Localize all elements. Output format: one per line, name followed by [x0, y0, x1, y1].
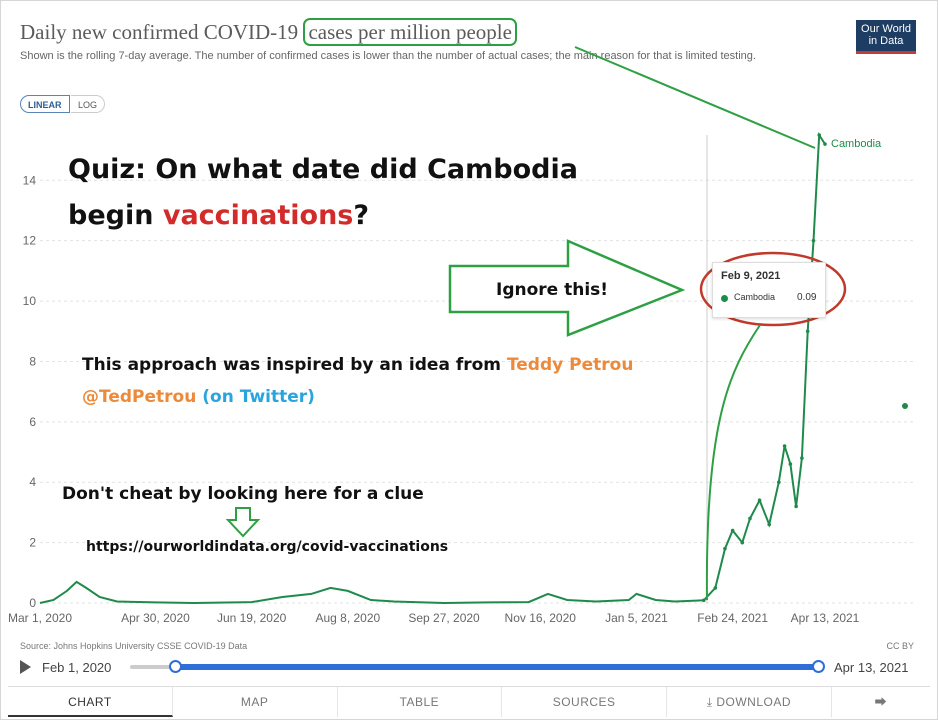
cheat-label: Don't cheat by looking here for a clue [62, 484, 424, 504]
tooltip-country: Cambodia [734, 292, 776, 302]
chart-title: Daily new confirmed COVID-19 cases per m… [20, 18, 517, 46]
series-point [800, 456, 804, 460]
logo-line1: Our World [861, 23, 911, 35]
y-tick-label: 4 [29, 475, 36, 489]
series-point [777, 480, 781, 485]
logo-line2: in Data [868, 35, 904, 47]
x-axis: Mar 1, 2020 Apr 30, 2020 Jun 19, 2020 Aug 8… [8, 611, 860, 625]
tab-download[interactable]: ⤓ DOWNLOAD [667, 687, 832, 717]
y-tick-label: 14 [23, 173, 37, 187]
series-point [740, 540, 745, 545]
timeline-start-label: Feb 1, 2020 [42, 660, 112, 675]
tooltip-date: Feb 9, 2021 [721, 270, 781, 282]
quiz-line-2: begin vaccinations? [68, 200, 369, 231]
timeline-selected-range [175, 664, 818, 670]
inspired-handle: @TedPetrou [82, 387, 197, 407]
chart-subtitle: Shown is the rolling 7-day average. The … [20, 50, 756, 62]
series-point [794, 504, 798, 509]
series-point [811, 238, 816, 243]
timeline-start-handle[interactable] [169, 660, 182, 673]
timeline-end-label: Apr 13, 2021 [834, 660, 909, 675]
inspired-line-2: @TedPetrou (on Twitter) [82, 387, 315, 407]
down-arrow [225, 507, 261, 538]
x-tick-label: Jun 19, 2020 [217, 611, 287, 625]
download-label: DOWNLOAD [716, 695, 792, 709]
series-point [757, 498, 762, 503]
tooltip-value: 0.09 [797, 292, 817, 303]
quiz-line2-end: ? [353, 200, 370, 231]
y-tick-label: 10 [23, 294, 37, 308]
y-tick-label: 6 [29, 415, 36, 429]
play-icon[interactable] [20, 660, 31, 674]
license-link[interactable]: CC BY [886, 641, 914, 651]
series-point [701, 598, 706, 603]
series-point [823, 142, 827, 146]
vaccination-url: https://ourworldindata.org/covid-vaccina… [86, 539, 449, 555]
quiz-line2-start: begin [68, 200, 163, 231]
share-icon: ⮕ [874, 695, 888, 709]
x-tick-label: Sep 27, 2020 [408, 611, 480, 625]
series-point [817, 133, 822, 137]
tab-map[interactable]: MAP [173, 687, 338, 717]
owid-logo[interactable]: Our World in Data [856, 20, 916, 54]
inspired-line-1: This approach was inspired by an idea fr… [82, 355, 633, 375]
y-tick-label: 0 [29, 596, 36, 610]
download-icon: ⤓ [706, 695, 717, 709]
log-scale-button[interactable]: LOG [71, 95, 106, 113]
x-tick-label: Feb 24, 2021 [697, 611, 768, 625]
quiz-line-1: Quiz: On what date did Cambodia [68, 154, 578, 185]
tooltip-ring [699, 251, 847, 327]
x-tick-label: Aug 8, 2020 [315, 611, 380, 625]
y-tick-label: 2 [29, 536, 36, 550]
series-point [788, 462, 793, 466]
x-tick-label: Apr 13, 2021 [791, 611, 860, 625]
y-tick-label: 12 [23, 234, 37, 248]
series-line-cambodia [39, 131, 826, 605]
tooltip-pointer-line [705, 324, 761, 601]
source-note: Source: Johns Hopkins University CSSE CO… [20, 641, 248, 651]
y-axis: 0 2 4 6 8 10 12 14 [23, 173, 37, 610]
tab-bar: CHART MAP TABLE SOURCES ⤓ DOWNLOAD ⮕ [8, 686, 930, 717]
tab-table[interactable]: TABLE [338, 687, 503, 717]
quiz-line2-red: vaccinations [162, 200, 354, 231]
x-tick-label: Mar 1, 2020 [8, 611, 72, 625]
x-tick-label: Apr 30, 2020 [121, 611, 190, 625]
series-points [701, 133, 827, 603]
tab-share[interactable]: ⮕ [832, 687, 930, 717]
inspired-name: Teddy Petrou [506, 355, 634, 375]
tooltip-series-dot [721, 295, 728, 302]
series-point [723, 546, 727, 551]
ignore-arrow [448, 239, 686, 337]
tooltip: Feb 9, 2021 Cambodia 0.09 [712, 262, 826, 318]
series-point [782, 444, 787, 448]
annotation-connector [574, 46, 816, 149]
y-tick-label: 8 [29, 354, 36, 368]
series-point [730, 528, 735, 533]
series-point [767, 522, 772, 527]
tab-sources[interactable]: SOURCES [502, 687, 667, 717]
title-main: Daily new confirmed COVID-19 [20, 20, 304, 44]
series-label-cambodia: Cambodia [831, 138, 882, 150]
inspired-twitter: (on Twitter) [196, 387, 315, 407]
series-point [713, 586, 718, 590]
tab-chart[interactable]: CHART [8, 687, 173, 717]
linear-scale-button[interactable]: LINEAR [20, 95, 70, 113]
x-tick-label: Nov 16, 2020 [505, 611, 577, 625]
title-highlight: cases per million people [303, 18, 517, 46]
ignore-label: Ignore this! [496, 280, 609, 300]
timeline-end-handle[interactable] [812, 660, 825, 673]
stray-point [902, 403, 908, 409]
inspired-start: This approach was inspired by an idea fr… [82, 355, 507, 375]
series-point [748, 516, 752, 521]
series-point [805, 329, 810, 334]
x-tick-label: Jan 5, 2021 [605, 611, 668, 625]
